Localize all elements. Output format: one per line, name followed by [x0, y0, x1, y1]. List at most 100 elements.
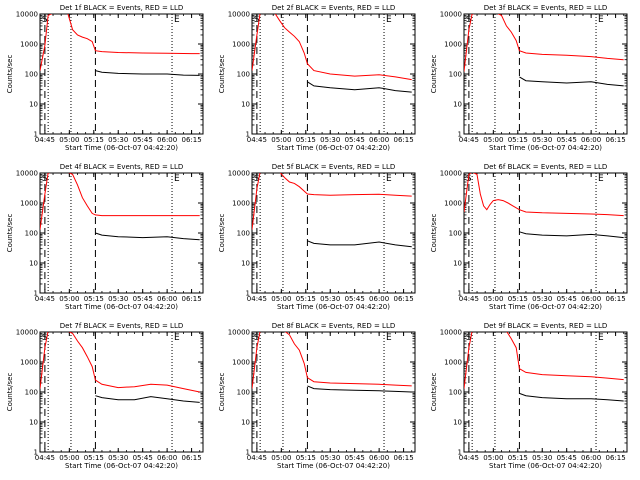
x-tick-label: 04:45	[459, 295, 479, 303]
y-tick-label: 10	[29, 419, 38, 427]
start-marker-label: S	[42, 15, 48, 25]
series-line-events	[95, 70, 200, 76]
y-tick-label: 10	[453, 101, 462, 109]
y-tick-label: 100	[449, 389, 462, 397]
y-tick-label: 10	[453, 419, 462, 427]
y-tick-label: 10	[241, 101, 250, 109]
plot-frame	[463, 13, 628, 135]
y-axis-label: Counts/sec	[218, 214, 226, 253]
x-tick-label: 04:45	[35, 454, 55, 462]
chart-title: Det 9f BLACK = Events, RED = LLD	[484, 322, 607, 330]
y-axis-label: Counts/sec	[430, 214, 438, 253]
plot-frame	[463, 172, 628, 294]
x-tick-label: 05:45	[133, 295, 153, 303]
x-axis-label: Start Time (06-Oct-07 04:42:20)	[65, 144, 178, 152]
y-axis-label: Counts/sec	[218, 55, 226, 94]
y-tick-label: 10	[453, 260, 462, 268]
chart-panel-2: Det 2f BLACK = Events, RED = LLD 1 10 100 10…	[218, 4, 416, 152]
x-tick-label: 06:15	[393, 295, 413, 303]
x-tick-label: 04:45	[247, 136, 267, 144]
series-line-lld	[464, 173, 624, 217]
x-tick-label: 06:00	[581, 136, 601, 144]
y-tick-label: 10000	[228, 170, 250, 178]
x-tick-label: 06:00	[369, 136, 389, 144]
x-tick-label: 05:30	[532, 454, 552, 462]
plot-frame	[251, 172, 416, 294]
x-tick-label: 05:30	[108, 295, 128, 303]
x-tick-label: 05:30	[108, 136, 128, 144]
x-tick-label: 05:15	[296, 136, 316, 144]
y-tick-label: 10000	[16, 329, 38, 337]
x-tick-label: 05:00	[271, 136, 291, 144]
series-line-lld	[252, 14, 412, 81]
x-axis-label: Start Time (06-Oct-07 04:42:20)	[489, 303, 602, 311]
y-tick-label: 10000	[440, 170, 462, 178]
x-tick-label: 06:15	[393, 136, 413, 144]
chart-title: Det 6f BLACK = Events, RED = LLD	[484, 163, 607, 171]
end-marker-label: E	[174, 333, 180, 343]
x-tick-label: 04:45	[459, 454, 479, 462]
x-tick-label: 04:45	[35, 136, 55, 144]
x-tick-label: 06:00	[369, 295, 389, 303]
x-tick-label: 06:15	[181, 295, 201, 303]
x-tick-label: 04:45	[247, 295, 267, 303]
x-tick-label: 04:45	[35, 295, 55, 303]
x-tick-label: 05:45	[133, 454, 153, 462]
chart-panel-7: Det 7f BLACK = Events, RED = LLD 1 10 100 10…	[6, 322, 204, 470]
start-marker-label: S	[466, 15, 472, 25]
y-tick-label: 10	[241, 419, 250, 427]
start-marker-label: S	[466, 333, 472, 343]
series-line-lld	[40, 332, 200, 393]
plot-frame	[463, 331, 628, 453]
x-tick-label: 05:30	[532, 136, 552, 144]
x-tick-label: 05:30	[320, 454, 340, 462]
y-tick-label: 1000	[444, 359, 462, 367]
chart-panel-1: Det 1f BLACK = Events, RED = LLD 1 10 100 10…	[6, 4, 204, 152]
end-marker-label: E	[386, 15, 392, 25]
x-axis-label: Start Time (06-Oct-07 04:42:20)	[65, 462, 178, 470]
y-axis-label: Counts/sec	[218, 373, 226, 412]
x-tick-label: 05:00	[271, 454, 291, 462]
x-tick-label: 06:00	[157, 295, 177, 303]
y-axis-label: Counts/sec	[6, 373, 14, 412]
start-marker-label: S	[42, 174, 48, 184]
y-tick-label: 1000	[444, 200, 462, 208]
y-tick-label: 1000	[20, 200, 38, 208]
x-tick-label: 05:15	[84, 136, 104, 144]
x-tick-label: 06:15	[605, 136, 625, 144]
end-marker-label: E	[598, 15, 604, 25]
chart-panel-6: Det 6f BLACK = Events, RED = LLD 1 10 100 10…	[430, 163, 628, 311]
y-tick-label: 1	[458, 449, 462, 457]
x-tick-label: 05:00	[59, 295, 79, 303]
y-tick-label: 10000	[228, 329, 250, 337]
x-tick-label: 05:45	[557, 454, 577, 462]
chart-title: Det 1f BLACK = Events, RED = LLD	[60, 4, 183, 12]
x-tick-label: 05:15	[508, 136, 528, 144]
x-tick-label: 05:15	[84, 295, 104, 303]
x-tick-label: 05:45	[345, 295, 365, 303]
series-line-events	[519, 231, 624, 239]
y-tick-label: 10	[29, 101, 38, 109]
x-tick-label: 05:15	[508, 295, 528, 303]
x-tick-label: 05:15	[296, 295, 316, 303]
x-tick-label: 06:00	[157, 136, 177, 144]
chart-title: Det 5f BLACK = Events, RED = LLD	[272, 163, 395, 171]
series-line-lld	[252, 173, 412, 230]
x-tick-label: 05:00	[483, 295, 503, 303]
end-marker-label: E	[598, 333, 604, 343]
y-tick-label: 100	[449, 71, 462, 79]
x-tick-label: 05:30	[320, 136, 340, 144]
x-tick-label: 06:15	[181, 136, 201, 144]
x-tick-label: 05:30	[532, 295, 552, 303]
series-line-events	[95, 395, 200, 403]
y-tick-label: 1	[246, 131, 250, 139]
chart-panel-9: Det 9f BLACK = Events, RED = LLD 1 10 100 10…	[430, 322, 628, 470]
x-tick-label: 04:45	[247, 454, 267, 462]
series-line-events	[519, 76, 624, 87]
y-tick-label: 100	[237, 230, 250, 238]
series-line-lld	[40, 14, 200, 71]
x-axis-label: Start Time (06-Oct-07 04:42:20)	[65, 303, 178, 311]
y-tick-label: 100	[237, 71, 250, 79]
chart-title: Det 3f BLACK = Events, RED = LLD	[484, 4, 607, 12]
